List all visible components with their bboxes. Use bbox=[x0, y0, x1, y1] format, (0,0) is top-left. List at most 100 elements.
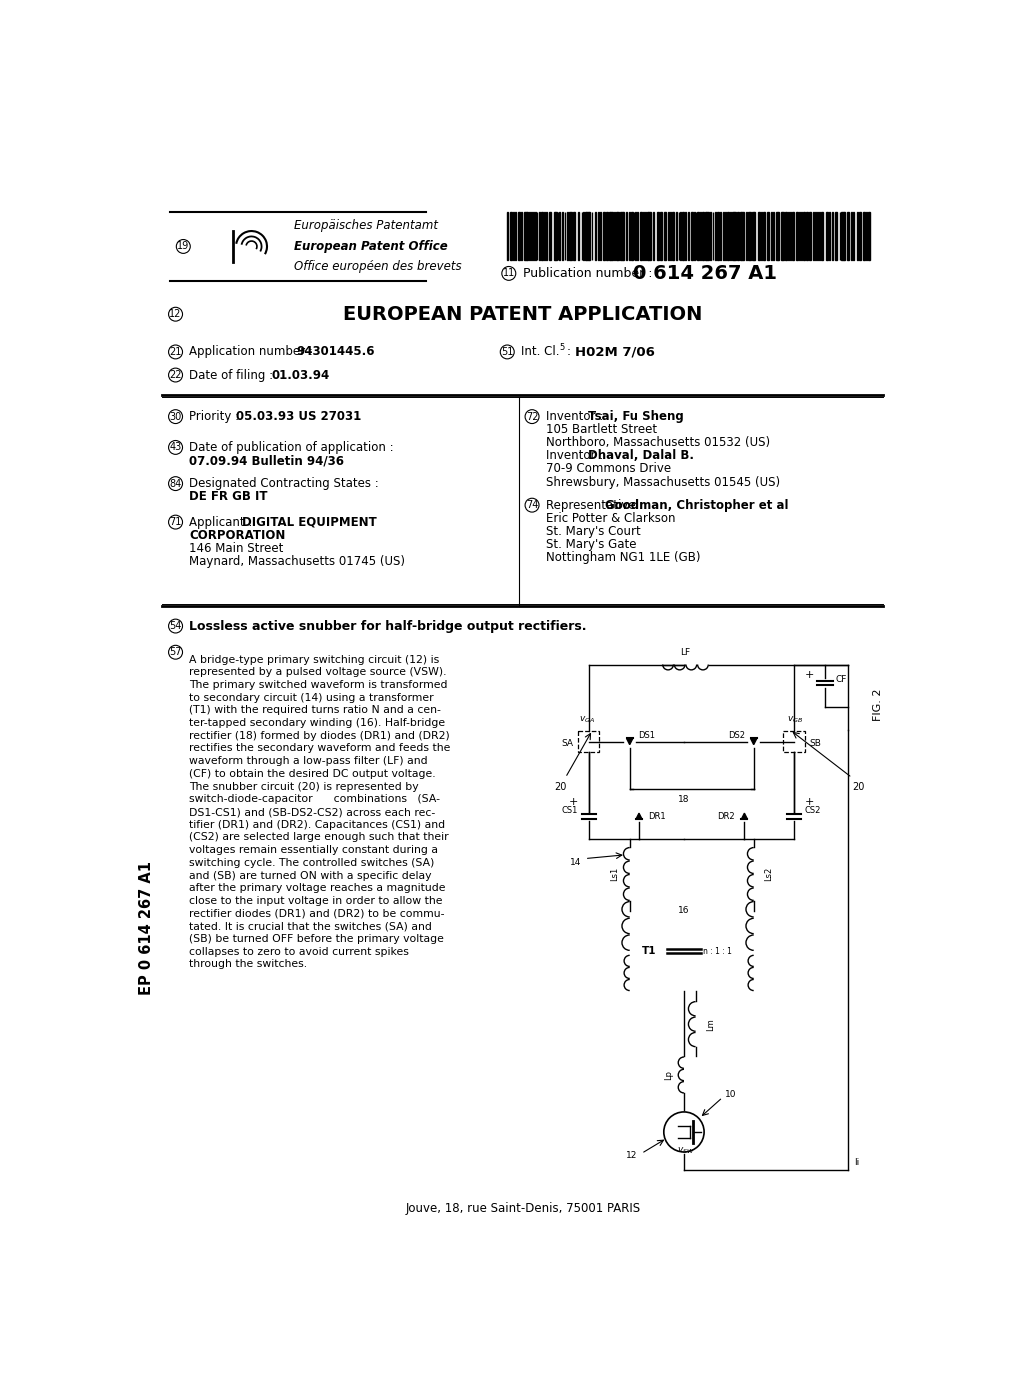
Text: Office européen des brevets: Office européen des brevets bbox=[293, 259, 462, 272]
Bar bbox=[862, 211, 864, 259]
Bar bbox=[770, 211, 771, 259]
Text: St. Mary's Court: St. Mary's Court bbox=[545, 524, 640, 538]
Text: Inventor :: Inventor : bbox=[545, 450, 602, 462]
Bar bbox=[569, 211, 571, 259]
Text: ter-tapped secondary winding (16). Half-bridge: ter-tapped secondary winding (16). Half-… bbox=[190, 718, 445, 729]
Text: Goodman, Christopher et al: Goodman, Christopher et al bbox=[604, 498, 788, 512]
Text: 11: 11 bbox=[502, 268, 515, 279]
Bar bbox=[858, 211, 861, 259]
Bar bbox=[802, 211, 804, 259]
Text: Jouve, 18, rue Saint-Denis, 75001 PARIS: Jouve, 18, rue Saint-Denis, 75001 PARIS bbox=[405, 1202, 640, 1216]
Text: 54: 54 bbox=[169, 621, 181, 631]
Bar bbox=[629, 211, 630, 259]
Text: T1: T1 bbox=[642, 947, 656, 956]
Text: voltages remain essentially constant during a: voltages remain essentially constant dur… bbox=[190, 845, 438, 856]
Text: tated. It is crucial that the switches (SA) and: tated. It is crucial that the switches (… bbox=[190, 922, 432, 932]
Bar bbox=[867, 211, 869, 259]
Text: $v_{GA}$: $v_{GA}$ bbox=[579, 713, 594, 724]
Text: 01.03.94: 01.03.94 bbox=[271, 368, 329, 381]
Bar bbox=[616, 211, 619, 259]
Text: 07.09.94 Bulletin 94/36: 07.09.94 Bulletin 94/36 bbox=[190, 454, 344, 466]
Bar bbox=[805, 211, 807, 259]
Text: 05.03.93 US 27031: 05.03.93 US 27031 bbox=[235, 410, 361, 424]
Bar bbox=[787, 211, 789, 259]
Text: DS1-CS1) and (SB-DS2-CS2) across each rec-: DS1-CS1) and (SB-DS2-CS2) across each re… bbox=[190, 807, 435, 817]
Bar bbox=[716, 211, 718, 259]
Bar bbox=[751, 211, 753, 259]
Text: 21: 21 bbox=[169, 346, 181, 357]
Bar bbox=[741, 211, 743, 259]
Bar bbox=[586, 211, 588, 259]
Text: DS1: DS1 bbox=[638, 731, 654, 740]
Text: St. Mary's Gate: St. Mary's Gate bbox=[545, 538, 636, 551]
Text: 10: 10 bbox=[725, 1090, 736, 1100]
Text: EP 0 614 267 A1: EP 0 614 267 A1 bbox=[139, 861, 154, 995]
Bar bbox=[852, 211, 854, 259]
Text: Ii: Ii bbox=[854, 1158, 859, 1167]
Text: 30: 30 bbox=[169, 411, 181, 422]
Text: +: + bbox=[804, 671, 813, 680]
Bar bbox=[782, 211, 784, 259]
Text: CF: CF bbox=[835, 675, 846, 684]
Bar bbox=[548, 211, 551, 259]
Polygon shape bbox=[635, 813, 642, 820]
Text: 16: 16 bbox=[678, 905, 689, 915]
Text: to secondary circuit (14) using a transformer: to secondary circuit (14) using a transf… bbox=[190, 693, 434, 702]
Text: represented by a pulsed voltage source (VSW).: represented by a pulsed voltage source (… bbox=[190, 668, 446, 678]
Text: 57: 57 bbox=[169, 647, 181, 657]
Bar bbox=[696, 211, 698, 259]
Text: DR2: DR2 bbox=[716, 811, 735, 821]
Bar bbox=[652, 211, 654, 259]
Text: 5: 5 bbox=[558, 342, 564, 352]
Text: and (SB) are turned ON with a specific delay: and (SB) are turned ON with a specific d… bbox=[190, 871, 432, 880]
Text: 14: 14 bbox=[569, 858, 580, 867]
Text: A bridge-type primary switching circuit (12) is: A bridge-type primary switching circuit … bbox=[190, 654, 439, 665]
Bar bbox=[792, 211, 793, 259]
Text: rectifier diodes (DR1) and (DR2) to be commu-: rectifier diodes (DR1) and (DR2) to be c… bbox=[190, 908, 444, 919]
Bar bbox=[620, 211, 623, 259]
Text: Designated Contracting States :: Designated Contracting States : bbox=[190, 477, 379, 490]
Text: 84: 84 bbox=[169, 479, 181, 489]
Text: Priority :: Priority : bbox=[190, 410, 239, 424]
Polygon shape bbox=[750, 738, 756, 745]
Bar bbox=[701, 211, 703, 259]
Text: (SB) be turned OFF before the primary voltage: (SB) be turned OFF before the primary vo… bbox=[190, 934, 444, 944]
Bar bbox=[541, 211, 542, 259]
Text: Representative :: Representative : bbox=[545, 498, 643, 512]
Text: collapses to zero to avoid current spikes: collapses to zero to avoid current spike… bbox=[190, 947, 409, 956]
Text: close to the input voltage in order to allow the: close to the input voltage in order to a… bbox=[190, 896, 442, 905]
Bar bbox=[543, 211, 545, 259]
Text: Ls1: Ls1 bbox=[610, 867, 619, 880]
Text: Nottingham NG1 1LE (GB): Nottingham NG1 1LE (GB) bbox=[545, 551, 700, 564]
Bar bbox=[577, 211, 579, 259]
Text: H02M 7/06: H02M 7/06 bbox=[575, 345, 654, 359]
Text: 105 Bartlett Street: 105 Bartlett Street bbox=[545, 424, 656, 436]
Text: CORPORATION: CORPORATION bbox=[190, 529, 285, 542]
Bar bbox=[785, 211, 787, 259]
Bar bbox=[639, 211, 642, 259]
Bar bbox=[567, 211, 568, 259]
Bar bbox=[603, 211, 604, 259]
Bar bbox=[809, 211, 810, 259]
Bar bbox=[732, 211, 733, 259]
Text: $v_{GB}$: $v_{GB}$ bbox=[787, 713, 803, 724]
Polygon shape bbox=[741, 813, 747, 820]
Text: (CF) to obtain the desired DC output voltage.: (CF) to obtain the desired DC output vol… bbox=[190, 769, 436, 778]
Text: DS2: DS2 bbox=[728, 731, 745, 740]
Text: rectifier (18) formed by diodes (DR1) and (DR2): rectifier (18) formed by diodes (DR1) an… bbox=[190, 731, 449, 741]
Text: rectifies the secondary waveform and feeds the: rectifies the secondary waveform and fee… bbox=[190, 744, 450, 753]
Text: The primary switched waveform is transformed: The primary switched waveform is transfo… bbox=[190, 680, 447, 690]
Bar bbox=[734, 211, 735, 259]
Text: Publication number :: Publication number : bbox=[522, 266, 651, 280]
Bar bbox=[835, 211, 837, 259]
Bar bbox=[554, 211, 556, 259]
Text: DE FR GB IT: DE FR GB IT bbox=[190, 490, 268, 504]
Text: The snubber circuit (20) is represented by: The snubber circuit (20) is represented … bbox=[190, 781, 419, 792]
Bar bbox=[796, 211, 797, 259]
Bar bbox=[709, 211, 710, 259]
Text: Dhaval, Dalal B.: Dhaval, Dalal B. bbox=[587, 450, 693, 462]
Text: after the primary voltage reaches a magnitude: after the primary voltage reaches a magn… bbox=[190, 883, 445, 893]
Bar bbox=[812, 211, 813, 259]
Bar bbox=[573, 211, 575, 259]
Text: 70-9 Commons Drive: 70-9 Commons Drive bbox=[545, 462, 671, 476]
